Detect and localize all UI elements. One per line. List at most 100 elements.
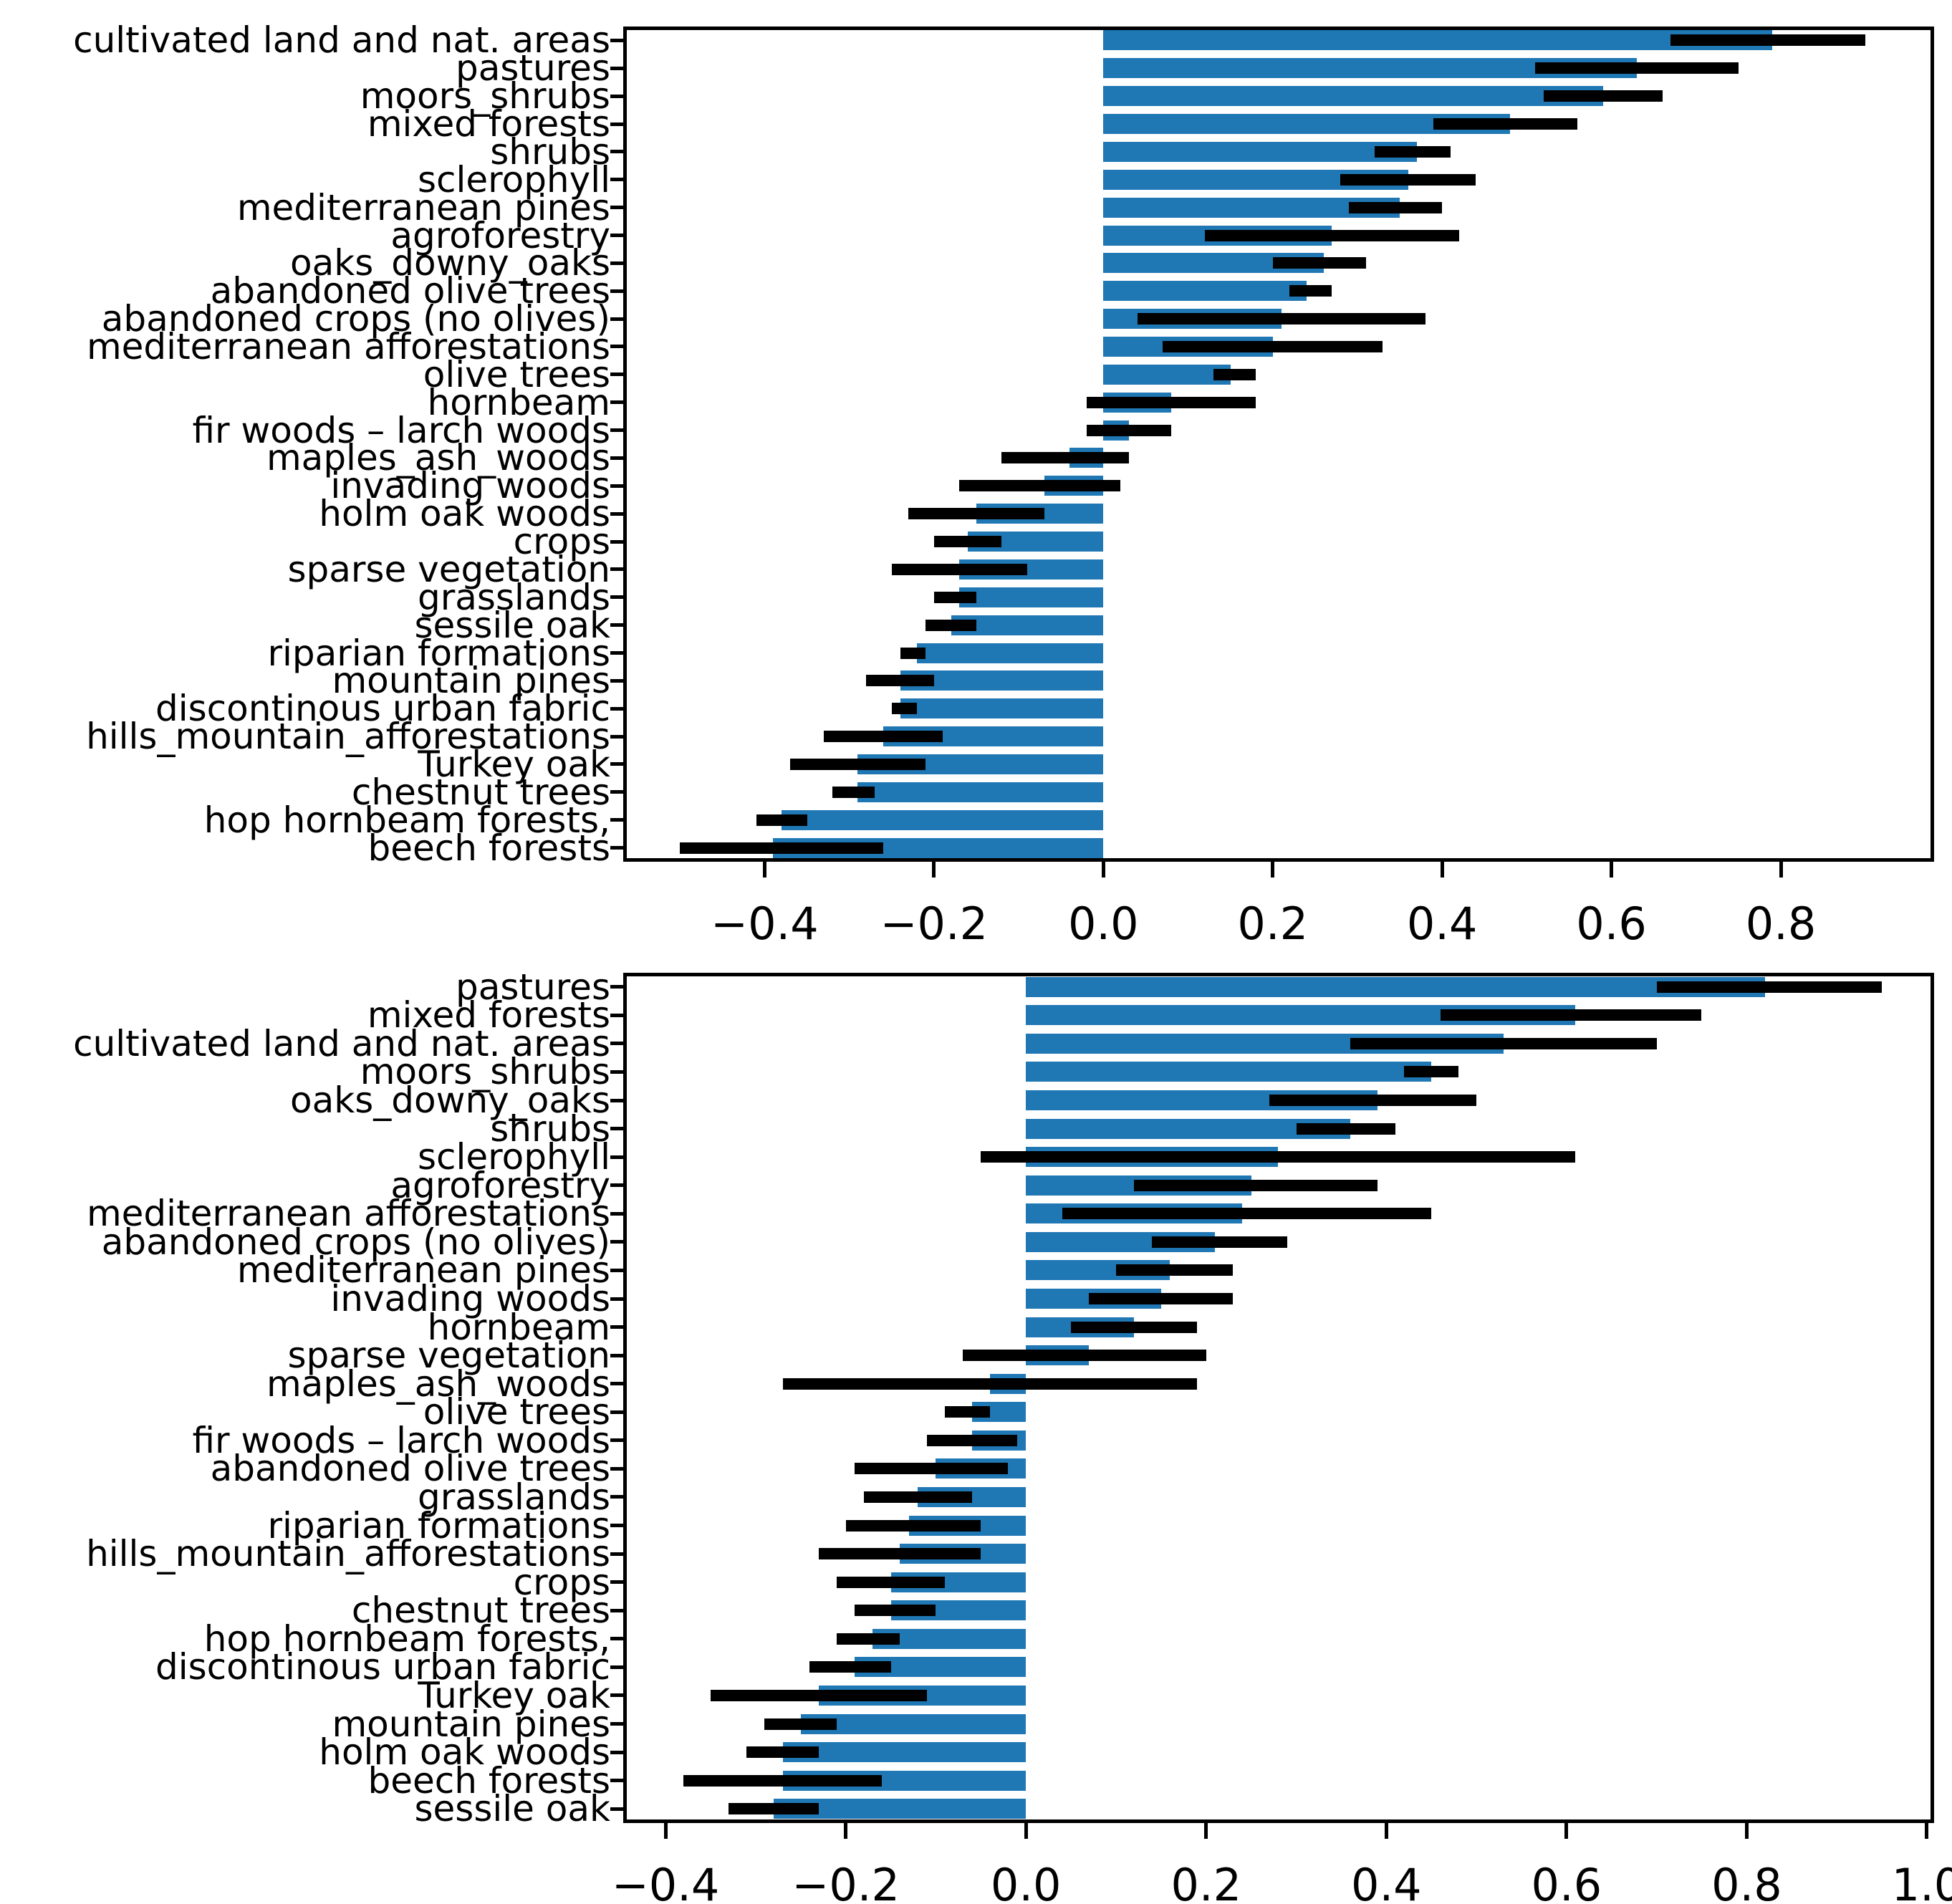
error-bar (891, 563, 1027, 575)
category-label: beech forests (367, 1759, 610, 1802)
category-label: mediterranean pines (236, 1249, 610, 1292)
x-tick-label: 1.0 (1891, 1859, 1952, 1904)
error-bar (1134, 1179, 1378, 1191)
category-label: mediterranean afforestations (86, 1193, 610, 1235)
error-bar (1115, 1264, 1234, 1276)
error-bar (866, 675, 934, 687)
category-label: abandoned crops (no olives) (101, 298, 610, 340)
error-bar (1544, 90, 1663, 102)
category-label: cultivated land and nat. areas (73, 19, 610, 62)
error-bar (1440, 1009, 1702, 1021)
category-label: riparian formations (267, 1504, 610, 1547)
x-tick-label: 0.4 (1406, 898, 1478, 950)
y-tick-mark (610, 1268, 623, 1272)
y-tick-mark (610, 178, 623, 182)
error-bar (863, 1491, 972, 1503)
x-tick-label: 0.2 (1237, 898, 1309, 950)
bar (1103, 141, 1417, 162)
bar (1103, 86, 1603, 107)
category-label: cultivated land and nat. areas (73, 1022, 610, 1064)
x-tick-label: 0.6 (1576, 898, 1647, 950)
category-label: oaks_downy_oaks (290, 242, 610, 284)
y-tick-mark (610, 150, 623, 154)
error-bar (900, 647, 926, 659)
bar (857, 782, 1104, 802)
error-bar (908, 508, 1044, 520)
error-bar (945, 1406, 990, 1418)
category-label: beech forests (367, 827, 610, 869)
error-bar (837, 1576, 945, 1588)
y-tick-mark (610, 651, 623, 655)
category-label: hop hornbeam forests, (203, 1617, 610, 1660)
bar (900, 698, 1104, 719)
error-bar (925, 619, 976, 631)
x-tick-label: −0.2 (880, 898, 989, 950)
error-bar (933, 591, 976, 603)
plot-area (623, 973, 1934, 1823)
y-tick-mark (610, 1779, 623, 1783)
error-bar (1272, 257, 1366, 269)
error-bar (789, 758, 926, 770)
category-label: moors_shrubs (360, 75, 610, 117)
bar (917, 643, 1104, 663)
y-tick-mark (610, 1183, 623, 1188)
error-bar (809, 1661, 891, 1673)
error-bar (1062, 1208, 1432, 1220)
category-label: mediterranean pines (236, 186, 610, 229)
y-tick-mark (610, 1665, 623, 1669)
y-tick-mark (610, 1693, 623, 1698)
bar (1026, 1062, 1432, 1082)
category-label: abandoned olive trees (210, 270, 610, 312)
y-tick-mark (610, 985, 623, 989)
error-bar (1350, 1037, 1657, 1049)
error-bar (1535, 62, 1739, 74)
error-bar (891, 703, 918, 715)
x-tick-mark (1564, 1823, 1569, 1839)
category-label: grasslands (417, 576, 610, 618)
category-label: hop hornbeam forests, (203, 799, 610, 841)
error-bar (818, 1548, 981, 1560)
category-label: sclerophyll (417, 1136, 610, 1178)
bar (959, 587, 1104, 607)
category-label: crops (513, 1561, 610, 1603)
error-bar (1001, 452, 1129, 464)
y-tick-mark (610, 1155, 623, 1159)
category-label: pastures (456, 47, 610, 90)
category-label: mountain pines (332, 1703, 610, 1745)
x-tick-label: −0.2 (792, 1859, 900, 1904)
bar (1103, 30, 1773, 51)
category-label: sclerophyll (417, 158, 610, 201)
category-label: hornbeam (427, 381, 611, 423)
category-label: maples_ash_woods (266, 437, 610, 479)
category-label: Turkey oak (418, 1674, 610, 1716)
category-label: pastures (456, 966, 610, 1008)
error-bar (963, 1350, 1206, 1362)
y-tick-mark (610, 567, 623, 572)
x-tick-mark (663, 1823, 668, 1839)
y-tick-mark (610, 1608, 623, 1612)
y-tick-mark (610, 234, 623, 237)
y-tick-mark (610, 372, 623, 377)
y-tick-mark (610, 317, 623, 321)
x-tick-mark (932, 862, 936, 878)
y-tick-mark (610, 1353, 623, 1357)
error-bar (1670, 34, 1866, 47)
error-bar (680, 842, 883, 854)
category-label: holm oak woods (319, 493, 610, 535)
x-tick-mark (1925, 1823, 1929, 1839)
y-tick-mark (610, 1297, 623, 1301)
error-bar (981, 1151, 1576, 1163)
y-tick-mark (610, 1524, 623, 1528)
category-label: hills_mountain_afforestations (86, 1533, 610, 1575)
category-label: sessile oak (414, 1788, 610, 1830)
error-bar (1089, 1293, 1234, 1305)
x-tick-label: 0.0 (990, 1859, 1062, 1904)
category-label: shrubs (490, 130, 610, 173)
error-bar (764, 1718, 837, 1730)
category-label: sparse vegetation (287, 1335, 610, 1377)
x-tick-mark (1610, 862, 1614, 878)
y-tick-mark (610, 1069, 623, 1074)
x-tick-mark (1440, 862, 1444, 878)
category-label: agroforestry (390, 1164, 610, 1206)
